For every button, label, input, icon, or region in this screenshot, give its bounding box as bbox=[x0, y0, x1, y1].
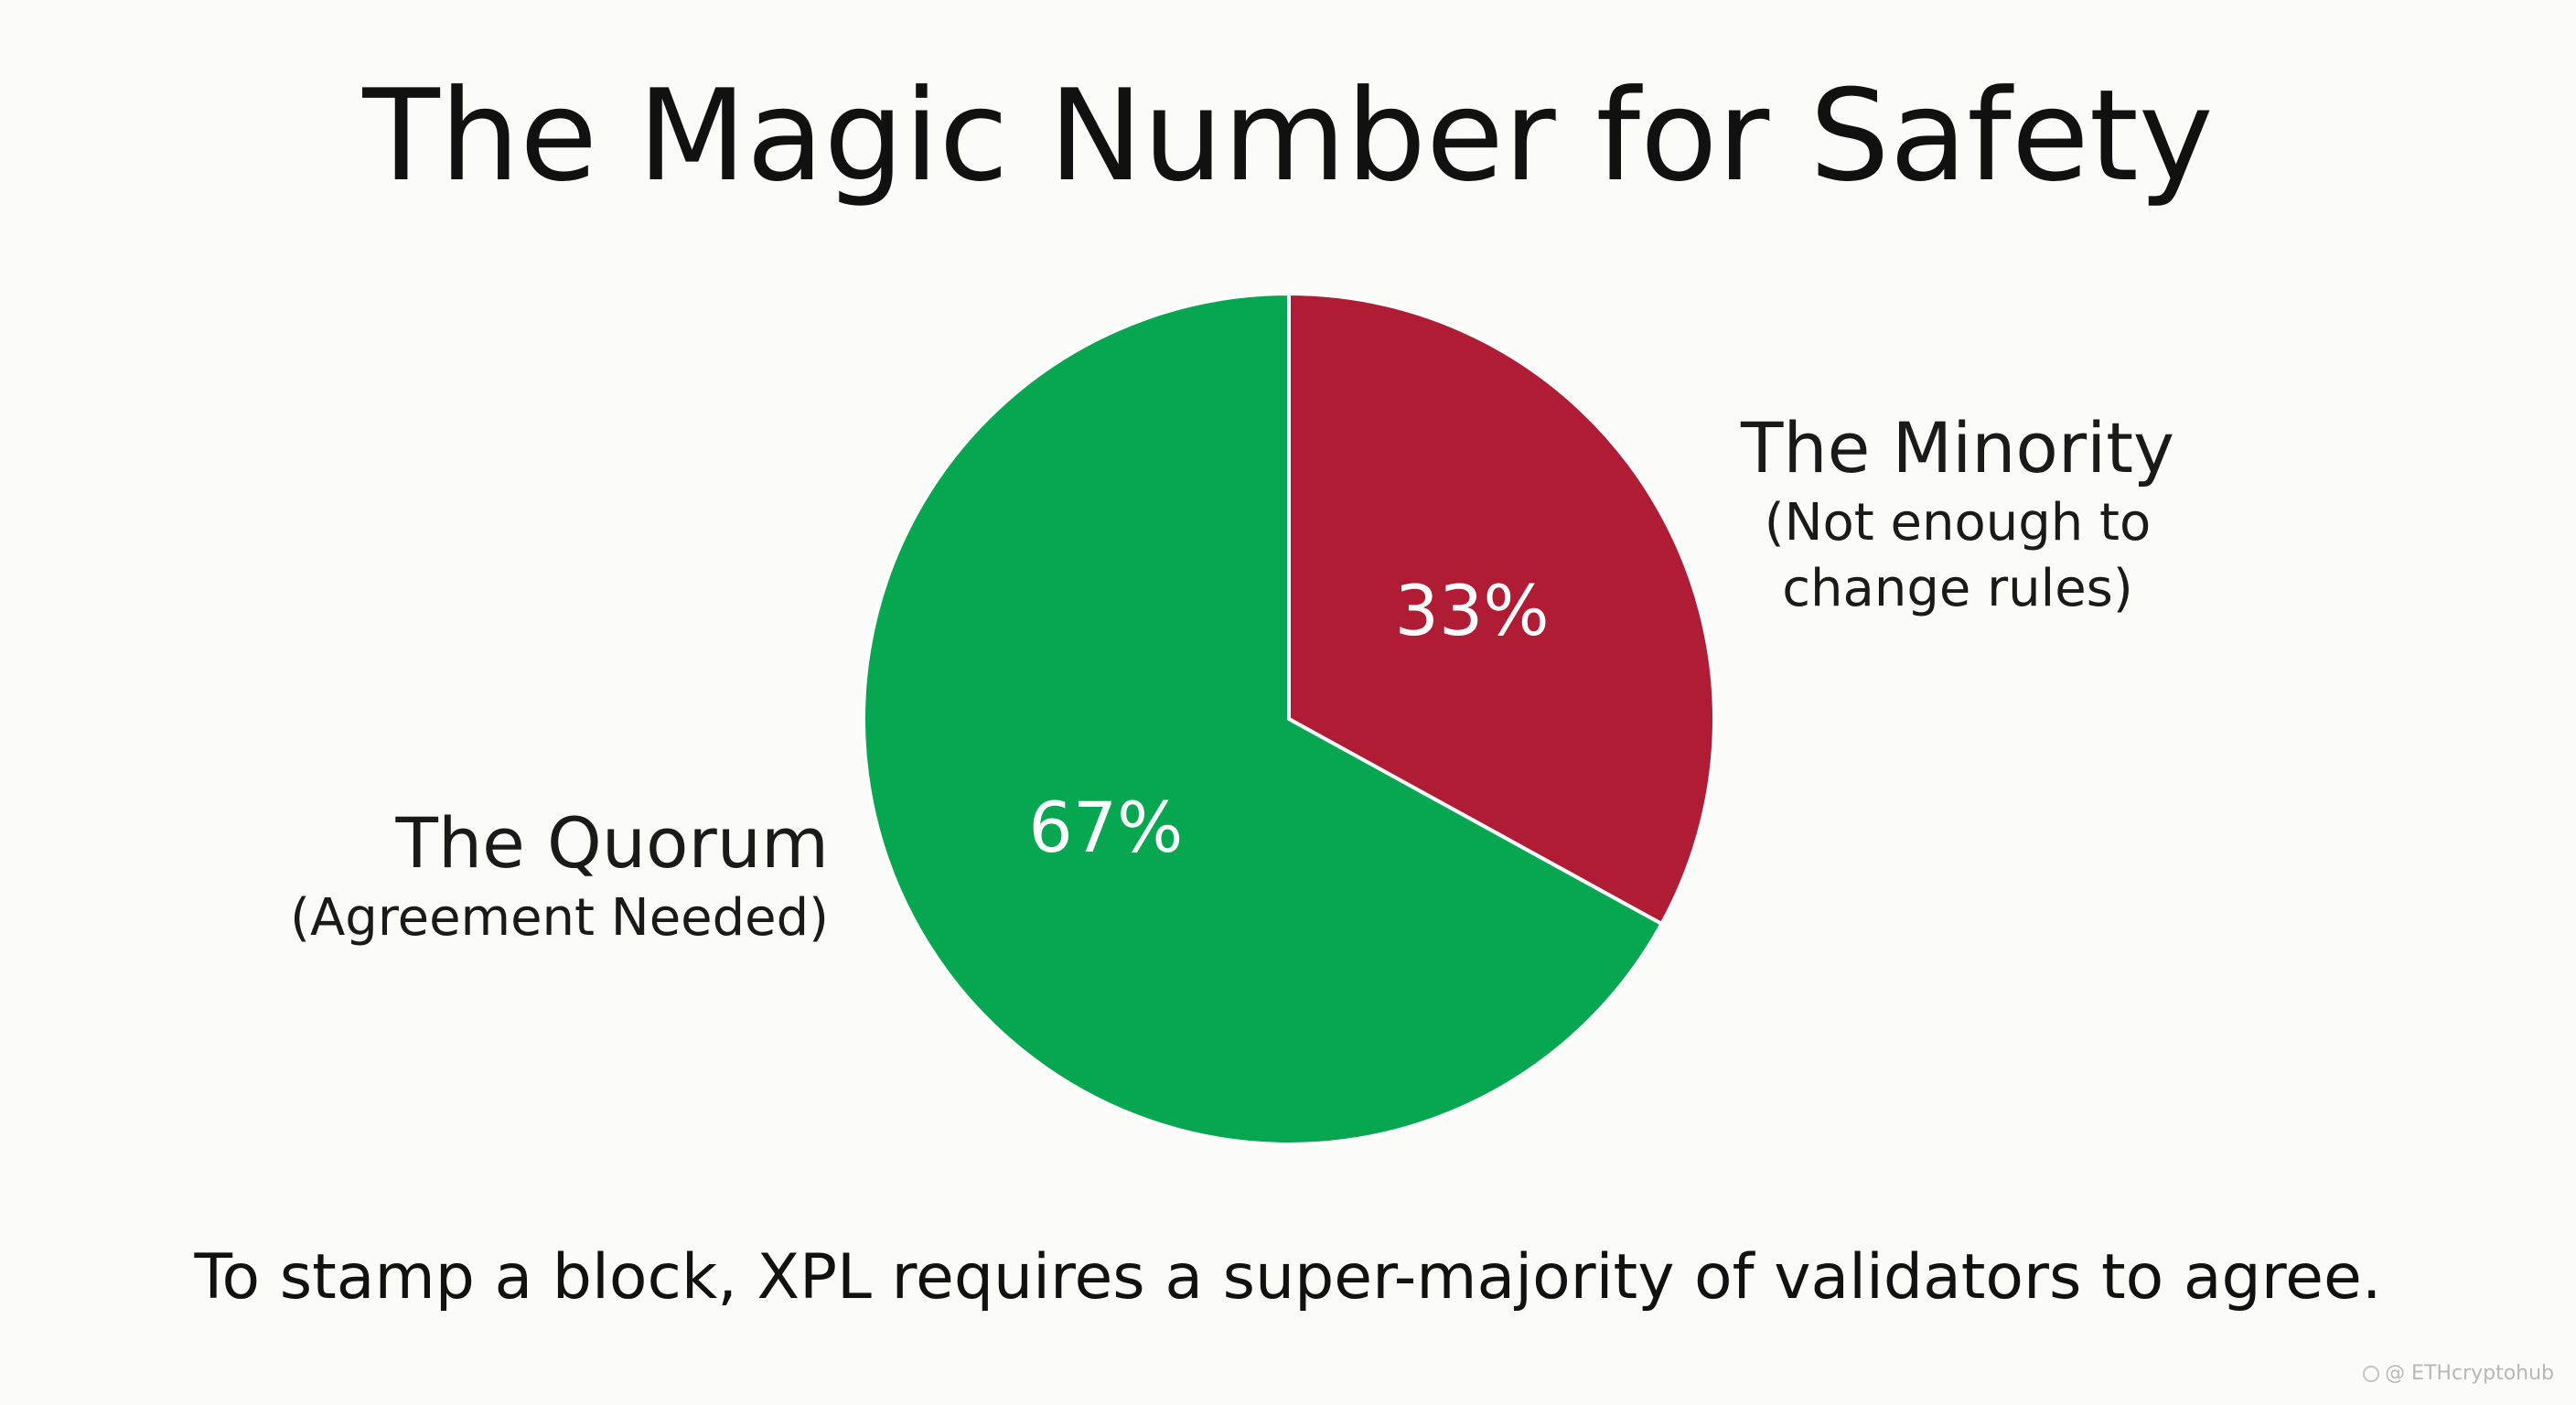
watermark-text: @ ETHcryptohub bbox=[2385, 1362, 2554, 1385]
quorum-label: The Quorum (Agreement Needed) bbox=[290, 801, 829, 951]
pie-slices bbox=[862, 292, 1716, 1146]
chart-caption: To stamp a block, XPL requires a super-m… bbox=[194, 1241, 2382, 1314]
chart-title: The Magic Number for Safety bbox=[362, 62, 2214, 209]
quorum-label-name: The Quorum bbox=[395, 802, 829, 884]
pie-value-labels: 33% 67% bbox=[1028, 570, 1549, 868]
watermark: @ ETHcryptohub bbox=[2363, 1362, 2554, 1385]
pie-value-label-the-quorum: 67% bbox=[1028, 787, 1183, 868]
pie-slice-the-minority bbox=[1287, 292, 1716, 927]
quorum-label-sub: (Agreement Needed) bbox=[290, 888, 829, 948]
logo-icon bbox=[2363, 1366, 2380, 1382]
minority-label-name: The Minority bbox=[1741, 407, 2174, 488]
pie-value-label-the-minority: 33% bbox=[1395, 570, 1550, 651]
minority-label: The Minority (Not enough to change rules… bbox=[1701, 406, 2214, 622]
minority-label-sub: (Not enough to change rules) bbox=[1764, 493, 2152, 618]
pie-slice-the-quorum bbox=[862, 292, 1664, 1146]
